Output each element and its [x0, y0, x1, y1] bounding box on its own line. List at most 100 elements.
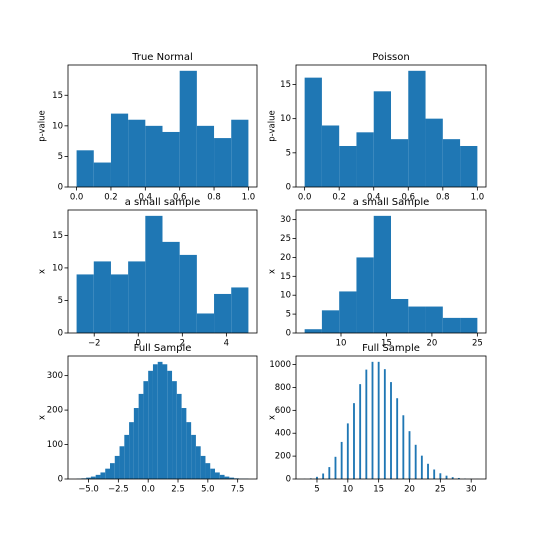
bar	[322, 473, 325, 479]
bar	[110, 463, 115, 479]
x-tick-label: 5.0	[201, 485, 215, 495]
y-tick-label: 5	[286, 148, 291, 158]
x-tick-label: 0	[136, 339, 141, 349]
x-tick-label: 10	[342, 485, 353, 495]
x-tick-label: 0.8	[207, 193, 221, 203]
chart-title: True Normal	[131, 52, 193, 63]
axes-frame	[67, 209, 258, 334]
chart-title: a small sample	[125, 197, 200, 208]
bar	[114, 455, 120, 479]
bar	[390, 382, 392, 479]
bar	[408, 70, 426, 187]
bar	[460, 145, 478, 187]
chart-title: a small Sample	[353, 197, 430, 208]
bar	[93, 261, 111, 333]
bar	[425, 118, 443, 187]
y-tick-label: 0	[286, 329, 291, 339]
bar	[408, 306, 426, 333]
bar	[128, 261, 146, 333]
bar	[210, 468, 215, 479]
bar	[457, 477, 460, 479]
bar	[214, 293, 232, 333]
bar	[383, 369, 386, 479]
bar	[162, 364, 168, 479]
bar	[195, 446, 201, 479]
bar	[157, 361, 163, 479]
x-tick-label: 20	[404, 485, 415, 495]
axes-frame	[295, 209, 487, 334]
bar	[145, 125, 163, 187]
y-tick-label: 15	[280, 80, 291, 90]
x-tick-label: 0.0	[141, 485, 155, 495]
bar	[420, 455, 423, 479]
bar	[191, 434, 196, 479]
bar	[365, 369, 368, 479]
bar	[396, 398, 399, 479]
y-axis-label: x	[268, 415, 278, 420]
bar	[231, 119, 249, 187]
bar	[445, 475, 448, 479]
x-tick-label: 30	[466, 485, 477, 495]
bar	[76, 150, 94, 187]
bar	[176, 393, 182, 479]
y-tick-label: 5	[58, 296, 63, 306]
x-tick-label: 2.5	[171, 485, 185, 495]
bar	[316, 476, 318, 479]
bar	[442, 139, 461, 187]
bar	[373, 215, 391, 333]
bar	[339, 145, 357, 187]
x-tick-label: 0.6	[173, 193, 187, 203]
bar	[391, 298, 409, 333]
bar	[346, 423, 349, 479]
y-tick-label: 0	[286, 475, 291, 485]
y-tick-label: 20	[280, 253, 291, 263]
y-tick-label: 1000	[269, 360, 291, 370]
bar	[129, 422, 134, 479]
x-tick-label: 25	[435, 485, 446, 495]
bar	[119, 446, 125, 479]
bar	[371, 361, 374, 479]
y-axis-label: x	[38, 269, 48, 274]
bar	[162, 131, 180, 187]
y-tick-label: 100	[47, 440, 63, 450]
y-tick-label: 800	[275, 383, 291, 393]
y-axis-label: x	[38, 415, 48, 420]
x-tick-label: 0.0	[70, 193, 84, 203]
bar	[231, 287, 249, 333]
bar	[162, 241, 180, 333]
x-tick-label: 0.0	[298, 193, 312, 203]
bar	[215, 472, 220, 479]
bar	[304, 77, 322, 187]
y-tick-label: 5	[58, 152, 63, 162]
y-tick-label: 600	[275, 406, 291, 416]
bar	[356, 132, 374, 187]
bar	[414, 444, 417, 479]
bar	[460, 317, 478, 333]
bar	[353, 403, 355, 479]
bar	[408, 431, 411, 479]
y-tick-label: 0	[58, 475, 63, 485]
y-tick-label: 25	[280, 234, 291, 244]
bar	[356, 257, 374, 333]
bar	[214, 138, 232, 187]
bar	[95, 474, 101, 479]
bar	[110, 113, 129, 187]
x-tick-label: 0.8	[436, 193, 450, 203]
bar	[143, 381, 149, 479]
bar	[145, 215, 163, 333]
x-tick-label: 25	[472, 339, 483, 349]
bar	[219, 474, 225, 479]
x-tick-label: 0.4	[367, 193, 381, 203]
x-tick-label: 0.2	[332, 193, 346, 203]
x-tick-label: 0.4	[139, 193, 153, 203]
bar	[224, 476, 230, 479]
x-tick-label: −2	[88, 339, 101, 349]
y-tick-label: 10	[52, 263, 63, 273]
bar	[105, 468, 110, 479]
y-tick-label: 0	[286, 183, 291, 193]
bar	[339, 291, 357, 333]
x-tick-label: 10	[336, 339, 347, 349]
bar	[172, 381, 177, 479]
bar	[377, 361, 380, 479]
